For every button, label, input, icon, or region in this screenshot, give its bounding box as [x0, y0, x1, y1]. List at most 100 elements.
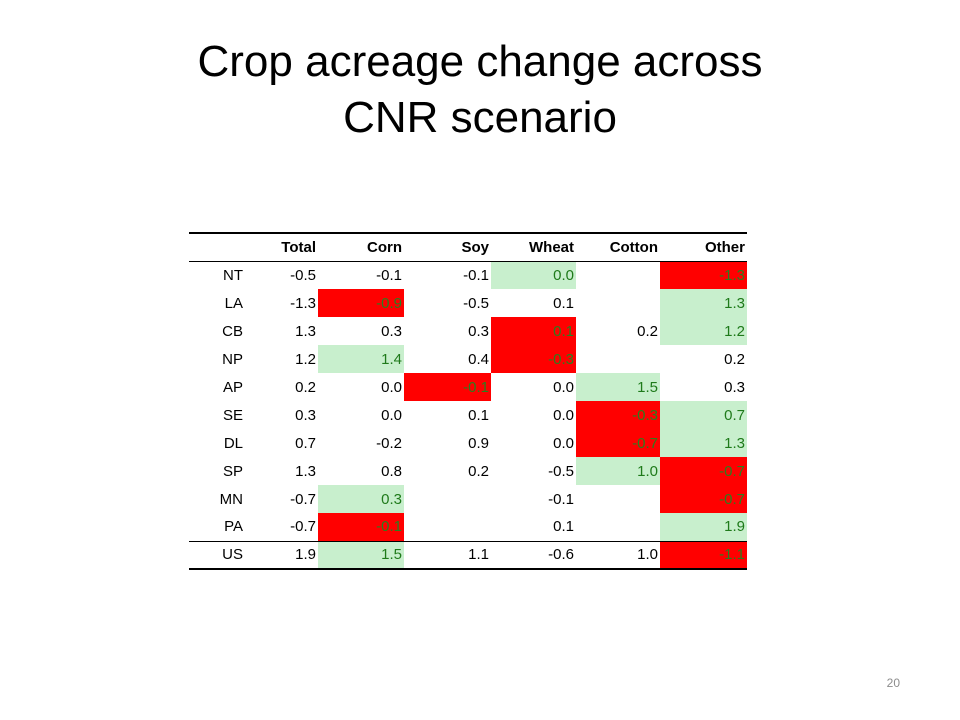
table-cell: 0.3 — [295, 406, 316, 424]
table-cell: 0.0 — [381, 378, 402, 396]
table-row: NT -0.5 -0.1 -0.1 0.0 -1.3 — [189, 261, 747, 289]
table-cell: 0.2 — [295, 378, 316, 396]
table-body: NT -0.5 -0.1 -0.1 0.0 -1.3 LA -1.3 -0.9 -0.5 0.1 1.… — [189, 261, 747, 570]
column-header-wheat: Wheat — [491, 232, 576, 262]
column-header-corn: Corn — [318, 232, 404, 262]
table-cell: 0.9 — [468, 434, 489, 452]
table-cell: 1.3 — [295, 462, 316, 480]
row-label: CB — [222, 322, 243, 340]
table-cell: 0.1 — [491, 317, 576, 345]
acreage-change-table: Total Corn Soy Wheat Cotton Other NT -0.5… — [189, 232, 747, 570]
table-cell: 1.2 — [660, 317, 747, 345]
row-label: SE — [222, 406, 243, 424]
table-cell: -0.9 — [318, 289, 404, 317]
table-cell: -0.2 — [376, 434, 402, 452]
table-cell: -0.5 — [548, 462, 574, 480]
column-header-region — [189, 232, 247, 262]
table-cell: -1.1 — [660, 540, 747, 570]
table-cell — [576, 485, 660, 513]
table-cell: 1.3 — [660, 429, 747, 457]
table-cell: 0.2 — [724, 350, 745, 368]
table-cell: 1.5 — [576, 373, 660, 401]
row-label: SP — [222, 462, 243, 480]
table-cell: 0.8 — [381, 462, 402, 480]
table-row: SP 1.3 0.8 0.2 -0.5 1.0 -0.7 — [189, 457, 747, 485]
table-cell: 1.0 — [576, 457, 660, 485]
row-label: DL — [223, 434, 243, 452]
table-cell: -0.3 — [491, 345, 576, 373]
table-row: SE 0.3 0.0 0.1 0.0 -0.3 0.7 — [189, 401, 747, 429]
table-row: MN -0.7 0.3 -0.1 -0.7 — [189, 485, 747, 513]
acreage-table-container: Total Corn Soy Wheat Cotton Other NT -0.5… — [189, 232, 747, 570]
table-cell: 1.3 — [295, 322, 316, 340]
table-cell: 0.3 — [468, 322, 489, 340]
row-label: MN — [219, 490, 243, 508]
table-cell: -0.3 — [576, 401, 660, 429]
table-cell: 1.9 — [660, 513, 747, 541]
table-cell — [576, 261, 660, 289]
slide-title-line-1: Crop acreage change across — [197, 37, 763, 86]
table-row: PA -0.7 -0.1 0.1 1.9 — [189, 513, 747, 541]
table-cell: 0.3 — [724, 378, 745, 396]
table-row: LA -1.3 -0.9 -0.5 0.1 1.3 — [189, 289, 747, 317]
row-label: US — [189, 540, 247, 570]
row-label: NT — [223, 266, 243, 284]
table-cell: 0.0 — [491, 261, 576, 289]
table-cell: 0.0 — [381, 406, 402, 424]
table-cell: 0.1 — [468, 406, 489, 424]
table-cell: -0.1 — [318, 513, 404, 541]
table-cell: -0.7 — [660, 485, 747, 513]
table-cell: 0.4 — [468, 350, 489, 368]
table-cell: 1.5 — [318, 540, 404, 570]
table-cell: -0.6 — [491, 540, 576, 570]
table-cell — [576, 289, 660, 317]
table-cell: 1.0 — [576, 540, 660, 570]
table-row: NP 1.2 1.4 0.4 -0.3 0.2 — [189, 345, 747, 373]
table-row: CB 1.3 0.3 0.3 0.1 0.2 1.2 — [189, 317, 747, 345]
table-cell: -0.1 — [548, 490, 574, 508]
table-cell: -1.3 — [290, 294, 316, 312]
table-header-row: Total Corn Soy Wheat Cotton Other — [189, 232, 747, 262]
row-label: LA — [224, 294, 243, 312]
table-cell: -0.5 — [463, 294, 489, 312]
table-cell: -0.1 — [376, 266, 402, 284]
table-cell — [404, 485, 491, 513]
table-cell — [576, 513, 660, 541]
table-cell: 0.3 — [381, 322, 402, 340]
table-cell: -0.1 — [404, 373, 491, 401]
table-cell: 0.0 — [553, 406, 574, 424]
table-cell: 0.3 — [318, 485, 404, 513]
table-cell — [576, 345, 660, 373]
table-cell: -0.7 — [290, 518, 316, 536]
table-cell: 1.4 — [318, 345, 404, 373]
row-label: AP — [222, 378, 243, 396]
table-cell: 0.7 — [660, 401, 747, 429]
table-cell: 0.7 — [295, 434, 316, 452]
column-header-soy: Soy — [404, 232, 491, 262]
table-cell: 0.0 — [553, 434, 574, 452]
slide-title-line-2: CNR scenario — [343, 93, 617, 142]
table-cell: -1.3 — [660, 261, 747, 289]
slide-title: Crop acreage change across CNR scenario — [0, 34, 960, 146]
table-cell: 0.1 — [553, 518, 574, 536]
table-cell: 0.2 — [637, 322, 658, 340]
row-label: PA — [224, 518, 243, 536]
table-cell: 1.3 — [660, 289, 747, 317]
table-cell — [404, 513, 491, 541]
table-cell: 1.1 — [404, 540, 491, 570]
table-cell: 0.2 — [468, 462, 489, 480]
column-header-total: Total — [247, 232, 318, 262]
table-cell: 1.2 — [295, 350, 316, 368]
table-cell: -0.5 — [290, 266, 316, 284]
table-row: US 1.9 1.5 1.1 -0.6 1.0 -1.1 — [189, 540, 747, 570]
table-cell: 0.0 — [553, 378, 574, 396]
column-header-other: Other — [660, 232, 747, 262]
row-label: NP — [222, 350, 243, 368]
page-number: 20 — [886, 676, 900, 690]
table-cell: -0.1 — [463, 266, 489, 284]
table-cell: -0.7 — [290, 490, 316, 508]
table-row: DL 0.7 -0.2 0.9 0.0 -0.7 1.3 — [189, 429, 747, 457]
table-cell: 0.1 — [553, 294, 574, 312]
table-cell: -0.7 — [660, 457, 747, 485]
table-row: AP 0.2 0.0 -0.1 0.0 1.5 0.3 — [189, 373, 747, 401]
